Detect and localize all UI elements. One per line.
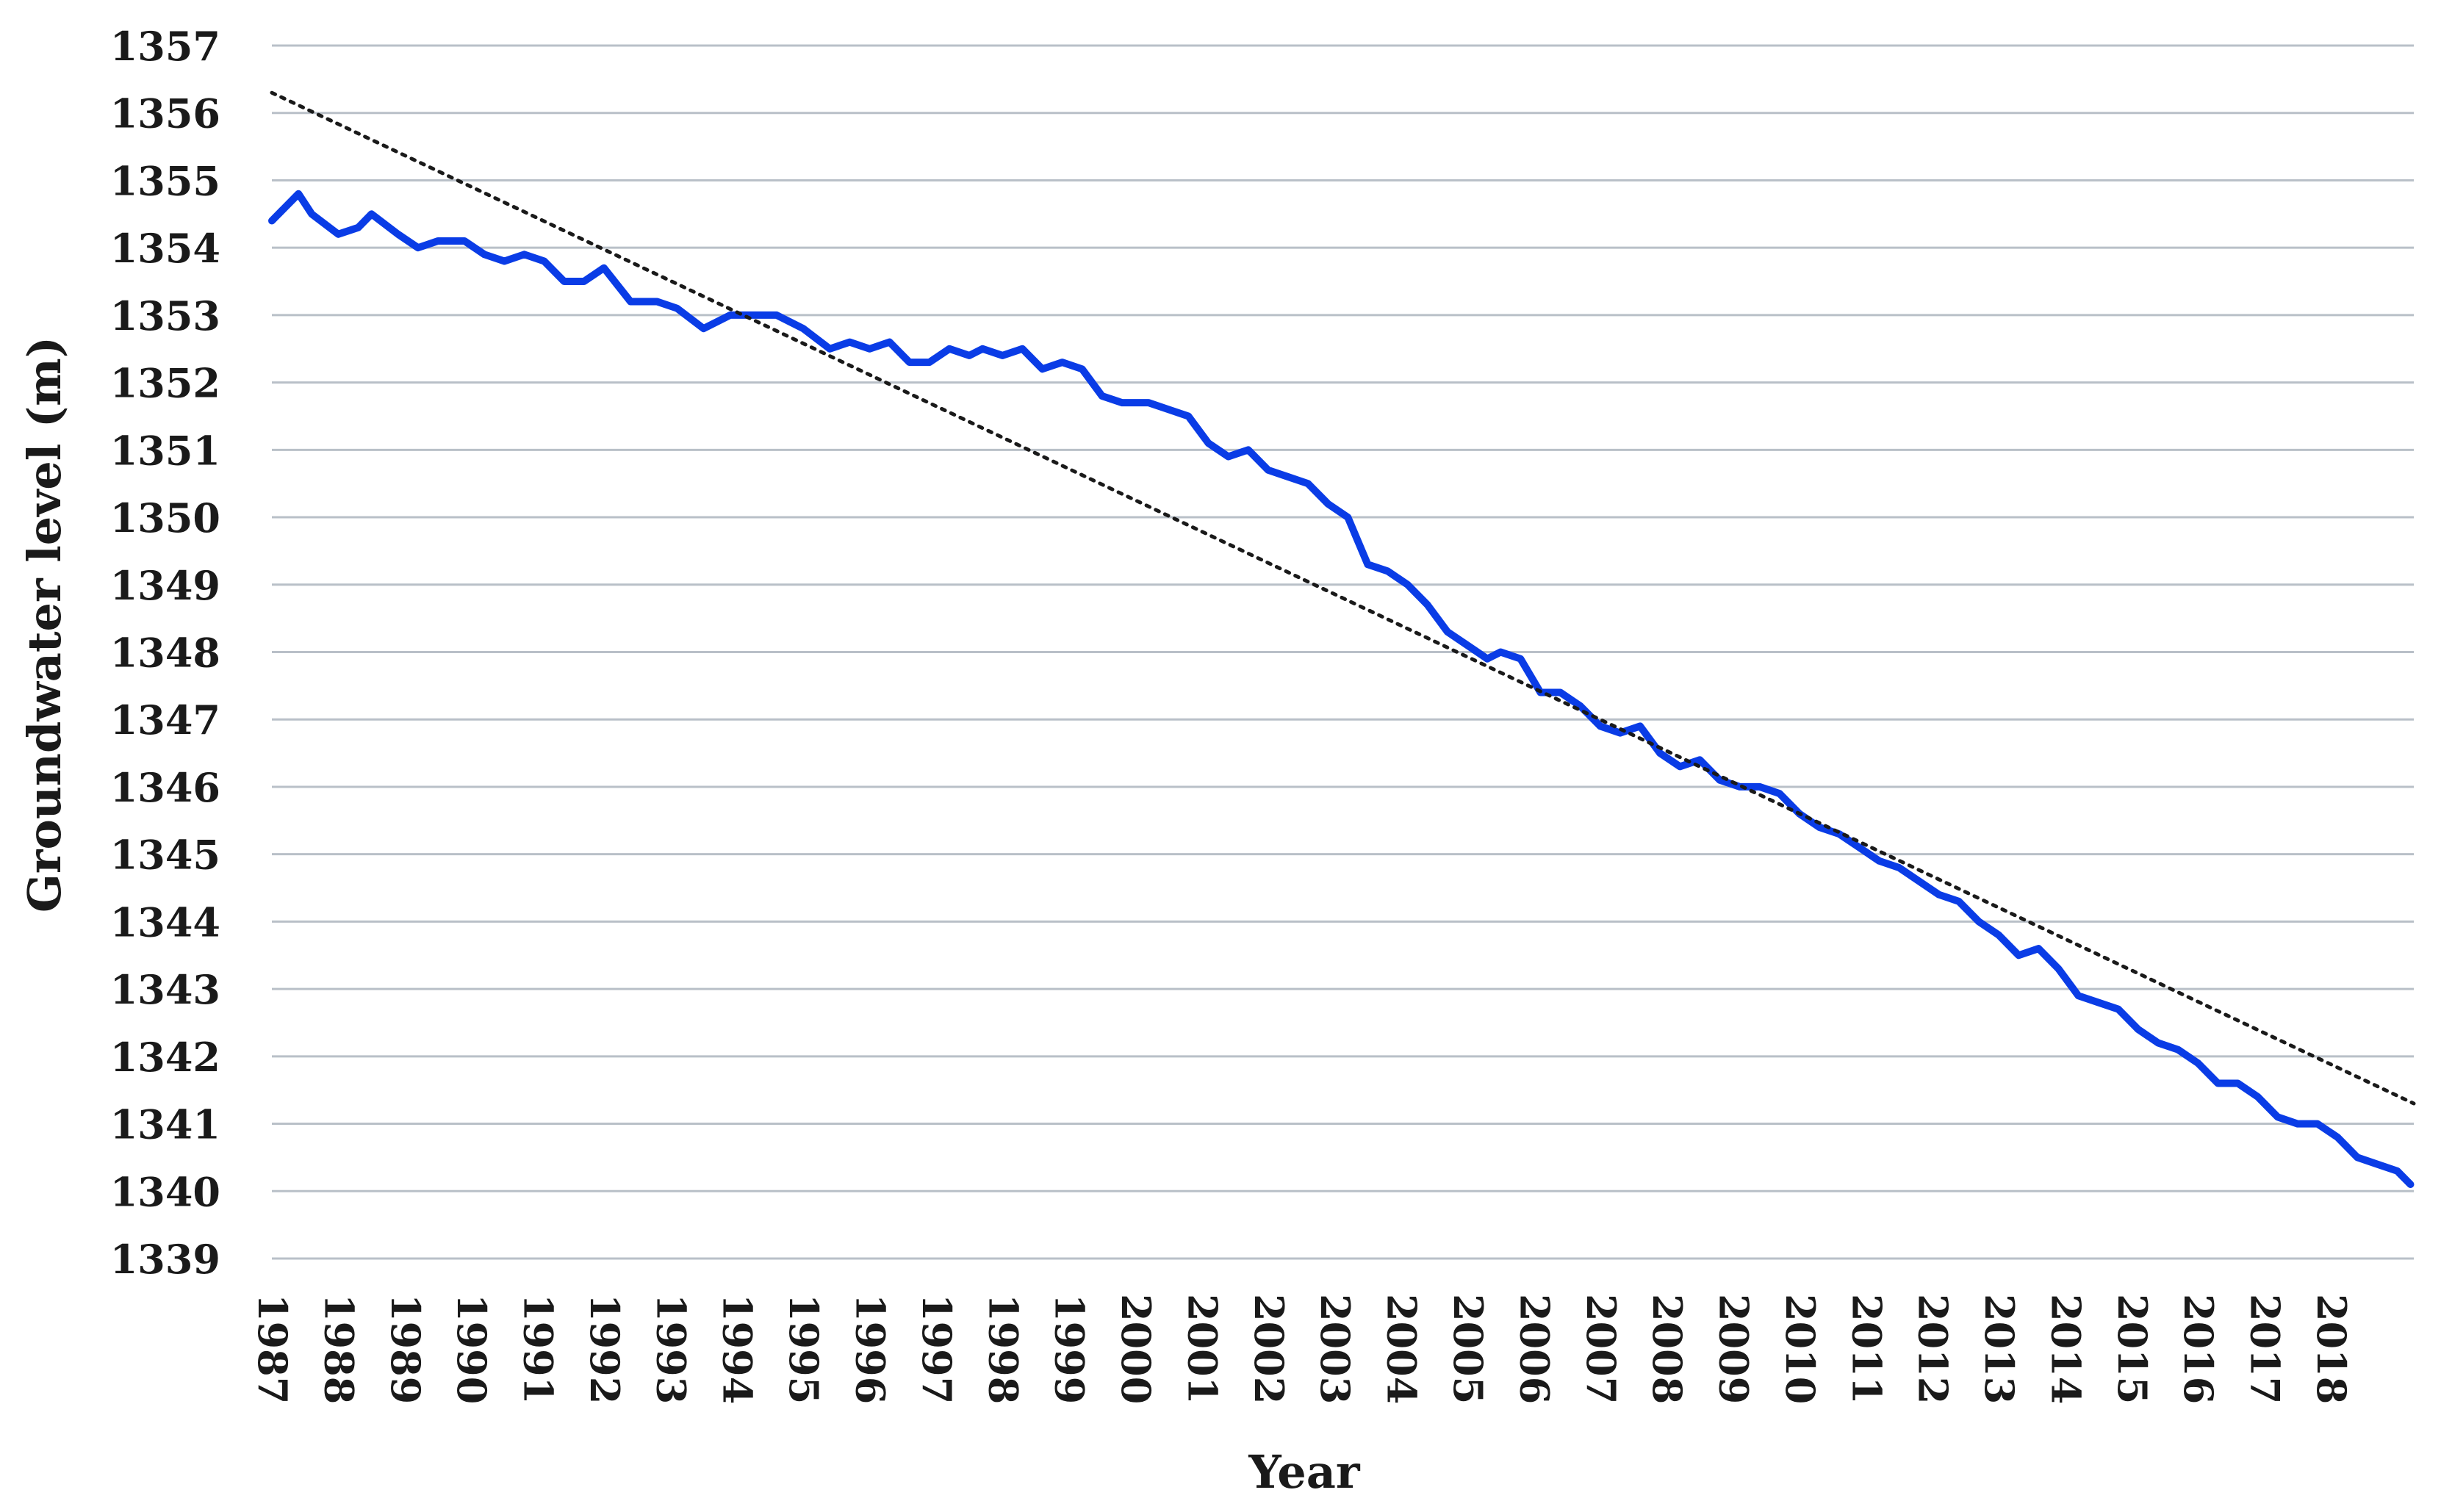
x-tick-label: 2011 [1843, 1294, 1890, 1404]
x-tick-label: 2006 [1511, 1294, 1558, 1404]
trend-line [270, 90, 2416, 1106]
x-tick-label: 2015 [2109, 1294, 2156, 1404]
x-tick-label: 1990 [448, 1294, 495, 1404]
x-tick-label: 1992 [581, 1294, 628, 1404]
x-tick-label: 2014 [2042, 1294, 2089, 1404]
y-tick-label: 1353 [110, 292, 220, 339]
x-tick-label: 2016 [2175, 1294, 2222, 1404]
y-tick-label: 1351 [110, 427, 220, 474]
x-tick-label: 1999 [1046, 1294, 1093, 1404]
x-tick-label: 2010 [1777, 1294, 1824, 1404]
x-tick-label: 1989 [382, 1294, 429, 1404]
y-tick-label: 1347 [110, 696, 220, 744]
x-tick-label: 1988 [315, 1294, 362, 1404]
x-tick-label: 2005 [1445, 1294, 1492, 1404]
x-tick-label: 1987 [249, 1294, 296, 1404]
y-tick-label: 1342 [110, 1034, 220, 1081]
y-tick-label: 1350 [110, 494, 220, 541]
x-tick-label: 1995 [780, 1294, 827, 1404]
x-tick-label: 1997 [913, 1294, 960, 1404]
x-tick-label: 2009 [1711, 1294, 1758, 1404]
y-tick-label: 1357 [110, 23, 220, 70]
y-tick-label: 1340 [110, 1168, 220, 1215]
x-tick-labels: 1987 1988 1989 1990 1991 1992 1993 1994 1995 1996… [249, 1294, 2355, 1404]
y-tick-label: 1345 [110, 832, 220, 879]
x-tick-label: 2012 [1910, 1294, 1957, 1404]
x-tick-label: 2007 [1578, 1294, 1625, 1404]
y-tick-label: 1343 [110, 966, 220, 1013]
x-axis-label: Year [1248, 1445, 1360, 1499]
x-tick-label: 2002 [1245, 1294, 1293, 1404]
x-tick-label: 2013 [1976, 1294, 2023, 1404]
x-tick-label: 1993 [647, 1294, 694, 1404]
x-tick-label: 2003 [1312, 1294, 1359, 1404]
y-axis-label: Groundwater level (m) [18, 336, 71, 912]
x-tick-label: 1991 [515, 1294, 562, 1404]
y-tick-label: 1348 [110, 630, 220, 677]
x-tick-label: 2018 [2308, 1294, 2355, 1404]
x-tick-label: 2000 [1112, 1294, 1160, 1404]
x-tick-label: 1998 [979, 1294, 1027, 1404]
x-tick-label: 2017 [2242, 1294, 2289, 1404]
y-tick-label: 1341 [110, 1101, 220, 1148]
series-layer [268, 90, 2416, 1189]
x-tick-label: 2004 [1378, 1294, 1426, 1404]
groundwater-level-line [268, 190, 2415, 1189]
x-tick-label: 1994 [714, 1294, 761, 1404]
y-tick-label: 1356 [110, 90, 220, 137]
x-tick-label: 2008 [1644, 1294, 1691, 1404]
x-tick-label: 1996 [846, 1294, 894, 1404]
x-tick-label: 2001 [1179, 1294, 1226, 1404]
y-tick-label: 1349 [110, 562, 220, 609]
y-tick-label: 1339 [110, 1236, 220, 1283]
y-tick-labels: 1339 1340 1341 1342 1343 1344 1345 1346 1347 1348… [110, 23, 220, 1283]
y-tick-label: 1352 [110, 360, 220, 407]
y-tick-label: 1344 [110, 899, 220, 946]
gridlines [272, 44, 2414, 1260]
y-tick-label: 1346 [110, 764, 220, 811]
y-tick-label: 1354 [110, 225, 220, 272]
y-tick-label: 1355 [110, 157, 220, 204]
